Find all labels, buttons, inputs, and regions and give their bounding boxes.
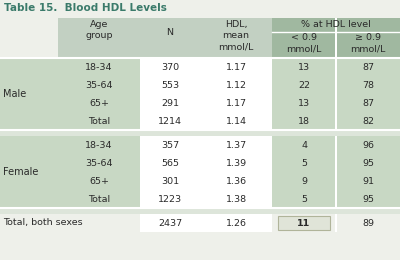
Text: % at HDL level: % at HDL level <box>301 20 371 29</box>
Bar <box>58 18 140 58</box>
Text: 13: 13 <box>298 99 310 107</box>
Text: Table 15.  Blood HDL Levels: Table 15. Blood HDL Levels <box>4 3 167 13</box>
Text: 357: 357 <box>161 140 179 150</box>
Text: 301: 301 <box>161 177 179 185</box>
Text: 18: 18 <box>298 116 310 126</box>
Bar <box>0 214 400 232</box>
Text: < 0.9
mmol/L: < 0.9 mmol/L <box>286 33 322 53</box>
Text: HDL,
mean
mmol/L: HDL, mean mmol/L <box>218 20 254 51</box>
Text: 1223: 1223 <box>158 194 182 204</box>
Text: 96: 96 <box>362 140 374 150</box>
Bar <box>200 214 272 232</box>
Text: 35-64: 35-64 <box>85 81 113 89</box>
Text: 89: 89 <box>362 218 374 228</box>
Text: Female: Female <box>3 167 38 177</box>
Text: 5: 5 <box>301 159 307 167</box>
Text: 1.14: 1.14 <box>226 116 246 126</box>
Text: 65+: 65+ <box>89 99 109 107</box>
Text: 1.38: 1.38 <box>226 194 246 204</box>
Text: 1.12: 1.12 <box>226 81 246 89</box>
Text: 13: 13 <box>298 62 310 72</box>
Text: 1.17: 1.17 <box>226 99 246 107</box>
Text: 87: 87 <box>362 99 374 107</box>
Text: 1.37: 1.37 <box>226 140 246 150</box>
Text: 91: 91 <box>362 177 374 185</box>
Text: ≥ 0.9
mmol/L: ≥ 0.9 mmol/L <box>350 33 386 53</box>
Text: 18-34: 18-34 <box>85 140 113 150</box>
Bar <box>140 136 200 208</box>
Bar <box>200 18 272 58</box>
Bar <box>335 214 337 232</box>
Text: 95: 95 <box>362 159 374 167</box>
Text: 65+: 65+ <box>89 177 109 185</box>
Text: Male: Male <box>3 89 26 99</box>
Text: 95: 95 <box>362 194 374 204</box>
Bar <box>140 214 200 232</box>
Bar <box>200 58 272 130</box>
Bar <box>140 58 200 130</box>
Text: 1.39: 1.39 <box>226 159 246 167</box>
Bar <box>200 136 272 208</box>
Text: 291: 291 <box>161 99 179 107</box>
Bar <box>140 18 200 58</box>
Bar <box>0 208 400 214</box>
Bar <box>272 18 400 58</box>
Text: 78: 78 <box>362 81 374 89</box>
Text: 82: 82 <box>362 116 374 126</box>
Bar <box>0 130 400 136</box>
Text: 1.26: 1.26 <box>226 218 246 228</box>
Text: 4: 4 <box>301 140 307 150</box>
Text: 2437: 2437 <box>158 218 182 228</box>
Text: Age
group: Age group <box>85 20 113 40</box>
Text: 35-64: 35-64 <box>85 159 113 167</box>
Text: Total, both sexes: Total, both sexes <box>3 218 83 228</box>
Bar <box>335 58 337 130</box>
Text: 565: 565 <box>161 159 179 167</box>
Text: 370: 370 <box>161 62 179 72</box>
Text: 18-34: 18-34 <box>85 62 113 72</box>
Text: 1.36: 1.36 <box>226 177 246 185</box>
Text: 87: 87 <box>362 62 374 72</box>
Bar <box>0 58 400 130</box>
Text: 11: 11 <box>297 218 311 228</box>
Text: 5: 5 <box>301 194 307 204</box>
FancyBboxPatch shape <box>278 216 330 230</box>
Bar <box>335 18 337 58</box>
Text: 1.17: 1.17 <box>226 62 246 72</box>
Text: Total: Total <box>88 116 110 126</box>
Bar <box>335 136 337 208</box>
Text: 553: 553 <box>161 81 179 89</box>
Text: N: N <box>166 28 174 37</box>
Text: 1214: 1214 <box>158 116 182 126</box>
Text: Total: Total <box>88 194 110 204</box>
Text: 9: 9 <box>301 177 307 185</box>
Bar <box>0 136 400 208</box>
Text: 22: 22 <box>298 81 310 89</box>
